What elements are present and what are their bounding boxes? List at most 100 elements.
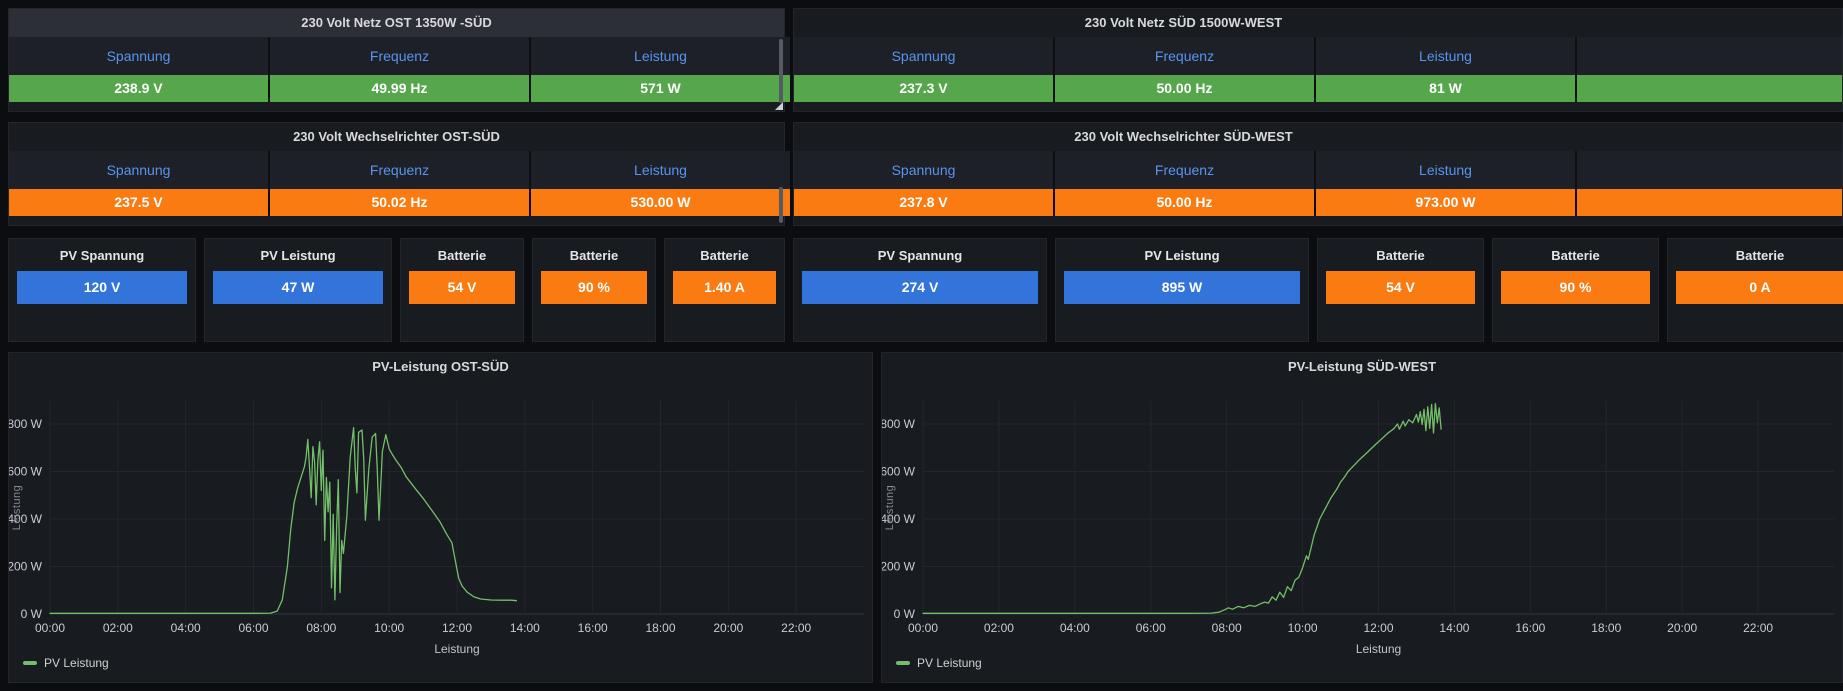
panel-batterie-strom-ost: Batterie 1.40 A (664, 238, 785, 342)
stat-title[interactable]: PV Spannung (877, 248, 963, 263)
panel-title[interactable]: 230 Volt Netz SÜD 1500W-WEST (1084, 15, 1283, 30)
value-cell-spannung: 237.5 V (9, 189, 268, 216)
column-header-leistung[interactable]: Leistung (531, 151, 790, 189)
panel-title[interactable]: 230 Volt Wechselrichter OST-SÜD (293, 129, 500, 144)
column-header-spannung[interactable]: Spannung (794, 151, 1053, 189)
value-cell-frequenz: 50.00 Hz (1055, 75, 1314, 102)
column-header-cutoff (1577, 151, 1842, 189)
panel-pv-leistung-west: PV Leistung 895 W (1055, 238, 1309, 342)
svg-text:10:00: 10:00 (374, 621, 404, 635)
stat-title[interactable]: Batterie (437, 248, 487, 263)
svg-text:200 W: 200 W (882, 560, 916, 574)
stat-title[interactable]: Batterie (569, 248, 619, 263)
svg-text:06:00: 06:00 (1136, 621, 1166, 635)
table-header-row: Spannung Frequenz Leistung (794, 151, 1842, 189)
stat-value: 274 V (802, 271, 1038, 304)
svg-text:16:00: 16:00 (1515, 621, 1545, 635)
stat-title[interactable]: Batterie (700, 248, 749, 263)
panel-scrollbar[interactable] (779, 187, 783, 223)
svg-text:02:00: 02:00 (984, 621, 1014, 635)
svg-text:06:00: 06:00 (238, 621, 268, 635)
stat-title[interactable]: Batterie (1735, 248, 1785, 263)
value-cell-frequenz: 50.00 Hz (1055, 189, 1314, 216)
value-cell-cutoff (1577, 75, 1842, 102)
svg-text:800 W: 800 W (882, 417, 916, 431)
stat-value: 54 V (1326, 271, 1475, 304)
svg-text:0 W: 0 W (21, 607, 43, 621)
time-series-plot[interactable]: 0 W 200 W 400 W 600 W 800 W 00:00 02:00 04:00 06… (9, 353, 874, 684)
svg-text:18:00: 18:00 (1591, 621, 1621, 635)
value-cell-spannung: 238.9 V (9, 75, 268, 102)
panel-batterie-ladung-west: Batterie 90 % (1492, 238, 1659, 342)
panel-title[interactable]: 230 Volt Wechselrichter SÜD-WEST (1074, 129, 1293, 144)
stat-title[interactable]: Batterie (1551, 248, 1600, 263)
panel-pv-spannung-west: PV Spannung 274 V (793, 238, 1047, 342)
table-header-row: Spannung Frequenz Leistung (9, 37, 790, 75)
column-header-spannung[interactable]: Spannung (794, 37, 1053, 75)
svg-text:600 W: 600 W (9, 465, 43, 479)
legend-series-label: PV Leistung (917, 656, 982, 670)
column-header-frequenz[interactable]: Frequenz (1055, 151, 1314, 189)
column-header-leistung[interactable]: Leistung (531, 37, 790, 75)
table-value-row: 237.3 V 50.00 Hz 81 W (794, 75, 1842, 102)
chart-title[interactable]: PV-Leistung SÜD-WEST (1287, 359, 1437, 374)
time-series-plot[interactable]: 0 W 200 W 400 W 600 W 800 W 00:00 02:00 04:00 06… (882, 353, 1843, 684)
value-cell-leistung: 571 W (531, 75, 790, 102)
column-header-spannung[interactable]: Spannung (9, 37, 268, 75)
svg-text:800 W: 800 W (9, 417, 43, 431)
column-header-frequenz[interactable]: Frequenz (270, 151, 529, 189)
column-header-frequenz[interactable]: Frequenz (270, 37, 529, 75)
svg-text:Leistung: Leistung (884, 485, 896, 531)
value-cell-frequenz: 50.02 Hz (270, 189, 529, 216)
table-value-row: 238.9 V 49.99 Hz 571 W (9, 75, 790, 102)
panel-pv-leistung-ost: PV Leistung 47 W (204, 238, 392, 342)
svg-text:20:00: 20:00 (713, 621, 743, 635)
legend-item-pv-leistung[interactable]: PV Leistung (896, 656, 982, 670)
column-header-leistung[interactable]: Leistung (1316, 37, 1575, 75)
chart-title[interactable]: PV-Leistung OST-SÜD (372, 359, 509, 374)
svg-text:04:00: 04:00 (1060, 621, 1090, 635)
table-header-row: Spannung Frequenz Leistung (9, 151, 790, 189)
svg-text:20:00: 20:00 (1667, 621, 1697, 635)
stat-value: 90 % (541, 271, 647, 304)
svg-text:00:00: 00:00 (35, 621, 65, 635)
stat-title[interactable]: PV Leistung (1144, 248, 1220, 263)
panel-netz-sued-west: 230 Volt Netz SÜD 1500W-WEST Spannung Fr… (793, 8, 1843, 112)
svg-text:14:00: 14:00 (1439, 621, 1469, 635)
value-cell-cutoff (1577, 189, 1842, 216)
panel-netz-ost-sued: 230 Volt Netz OST 1350W -SÜD Spannung Fr… (8, 8, 790, 112)
legend-item-pv-leistung[interactable]: PV Leistung (23, 656, 109, 670)
svg-text:12:00: 12:00 (442, 621, 472, 635)
svg-text:Leistung: Leistung (434, 642, 479, 656)
stat-title[interactable]: PV Leistung (260, 248, 336, 263)
svg-text:08:00: 08:00 (1212, 621, 1242, 635)
table-value-row: 237.5 V 50.02 Hz 530.00 W (9, 189, 790, 216)
stat-title[interactable]: Batterie (1376, 248, 1425, 263)
column-header-spannung[interactable]: Spannung (9, 151, 268, 189)
panel-wechselrichter-ost-sued: 230 Volt Wechselrichter OST-SÜD Spannung… (8, 122, 790, 226)
value-cell-frequenz: 49.99 Hz (270, 75, 529, 102)
panel-title[interactable]: 230 Volt Netz OST 1350W -SÜD (9, 9, 784, 37)
stat-value: 54 V (409, 271, 515, 304)
column-header-cutoff (1577, 37, 1842, 75)
stat-value: 47 W (213, 271, 383, 304)
column-header-frequenz[interactable]: Frequenz (1055, 37, 1314, 75)
panel-scrollbar[interactable] (779, 39, 783, 103)
svg-text:16:00: 16:00 (578, 621, 608, 635)
stat-value: 120 V (17, 271, 187, 304)
value-cell-spannung: 237.8 V (794, 189, 1053, 216)
column-header-leistung[interactable]: Leistung (1316, 151, 1575, 189)
panel-batterie-spannung-ost: Batterie 54 V (400, 238, 524, 342)
stat-value: 0 A (1676, 271, 1843, 304)
legend-series-label: PV Leistung (44, 656, 109, 670)
stat-value: 90 % (1501, 271, 1650, 304)
svg-text:22:00: 22:00 (781, 621, 811, 635)
stat-title[interactable]: PV Spannung (59, 248, 145, 263)
panel-batterie-ladung-ost: Batterie 90 % (532, 238, 656, 342)
svg-text:22:00: 22:00 (1743, 621, 1773, 635)
panel-resize-handle[interactable] (775, 102, 783, 110)
svg-text:08:00: 08:00 (306, 621, 336, 635)
svg-text:10:00: 10:00 (1288, 621, 1318, 635)
value-cell-leistung: 81 W (1316, 75, 1575, 102)
svg-text:400 W: 400 W (882, 512, 916, 526)
